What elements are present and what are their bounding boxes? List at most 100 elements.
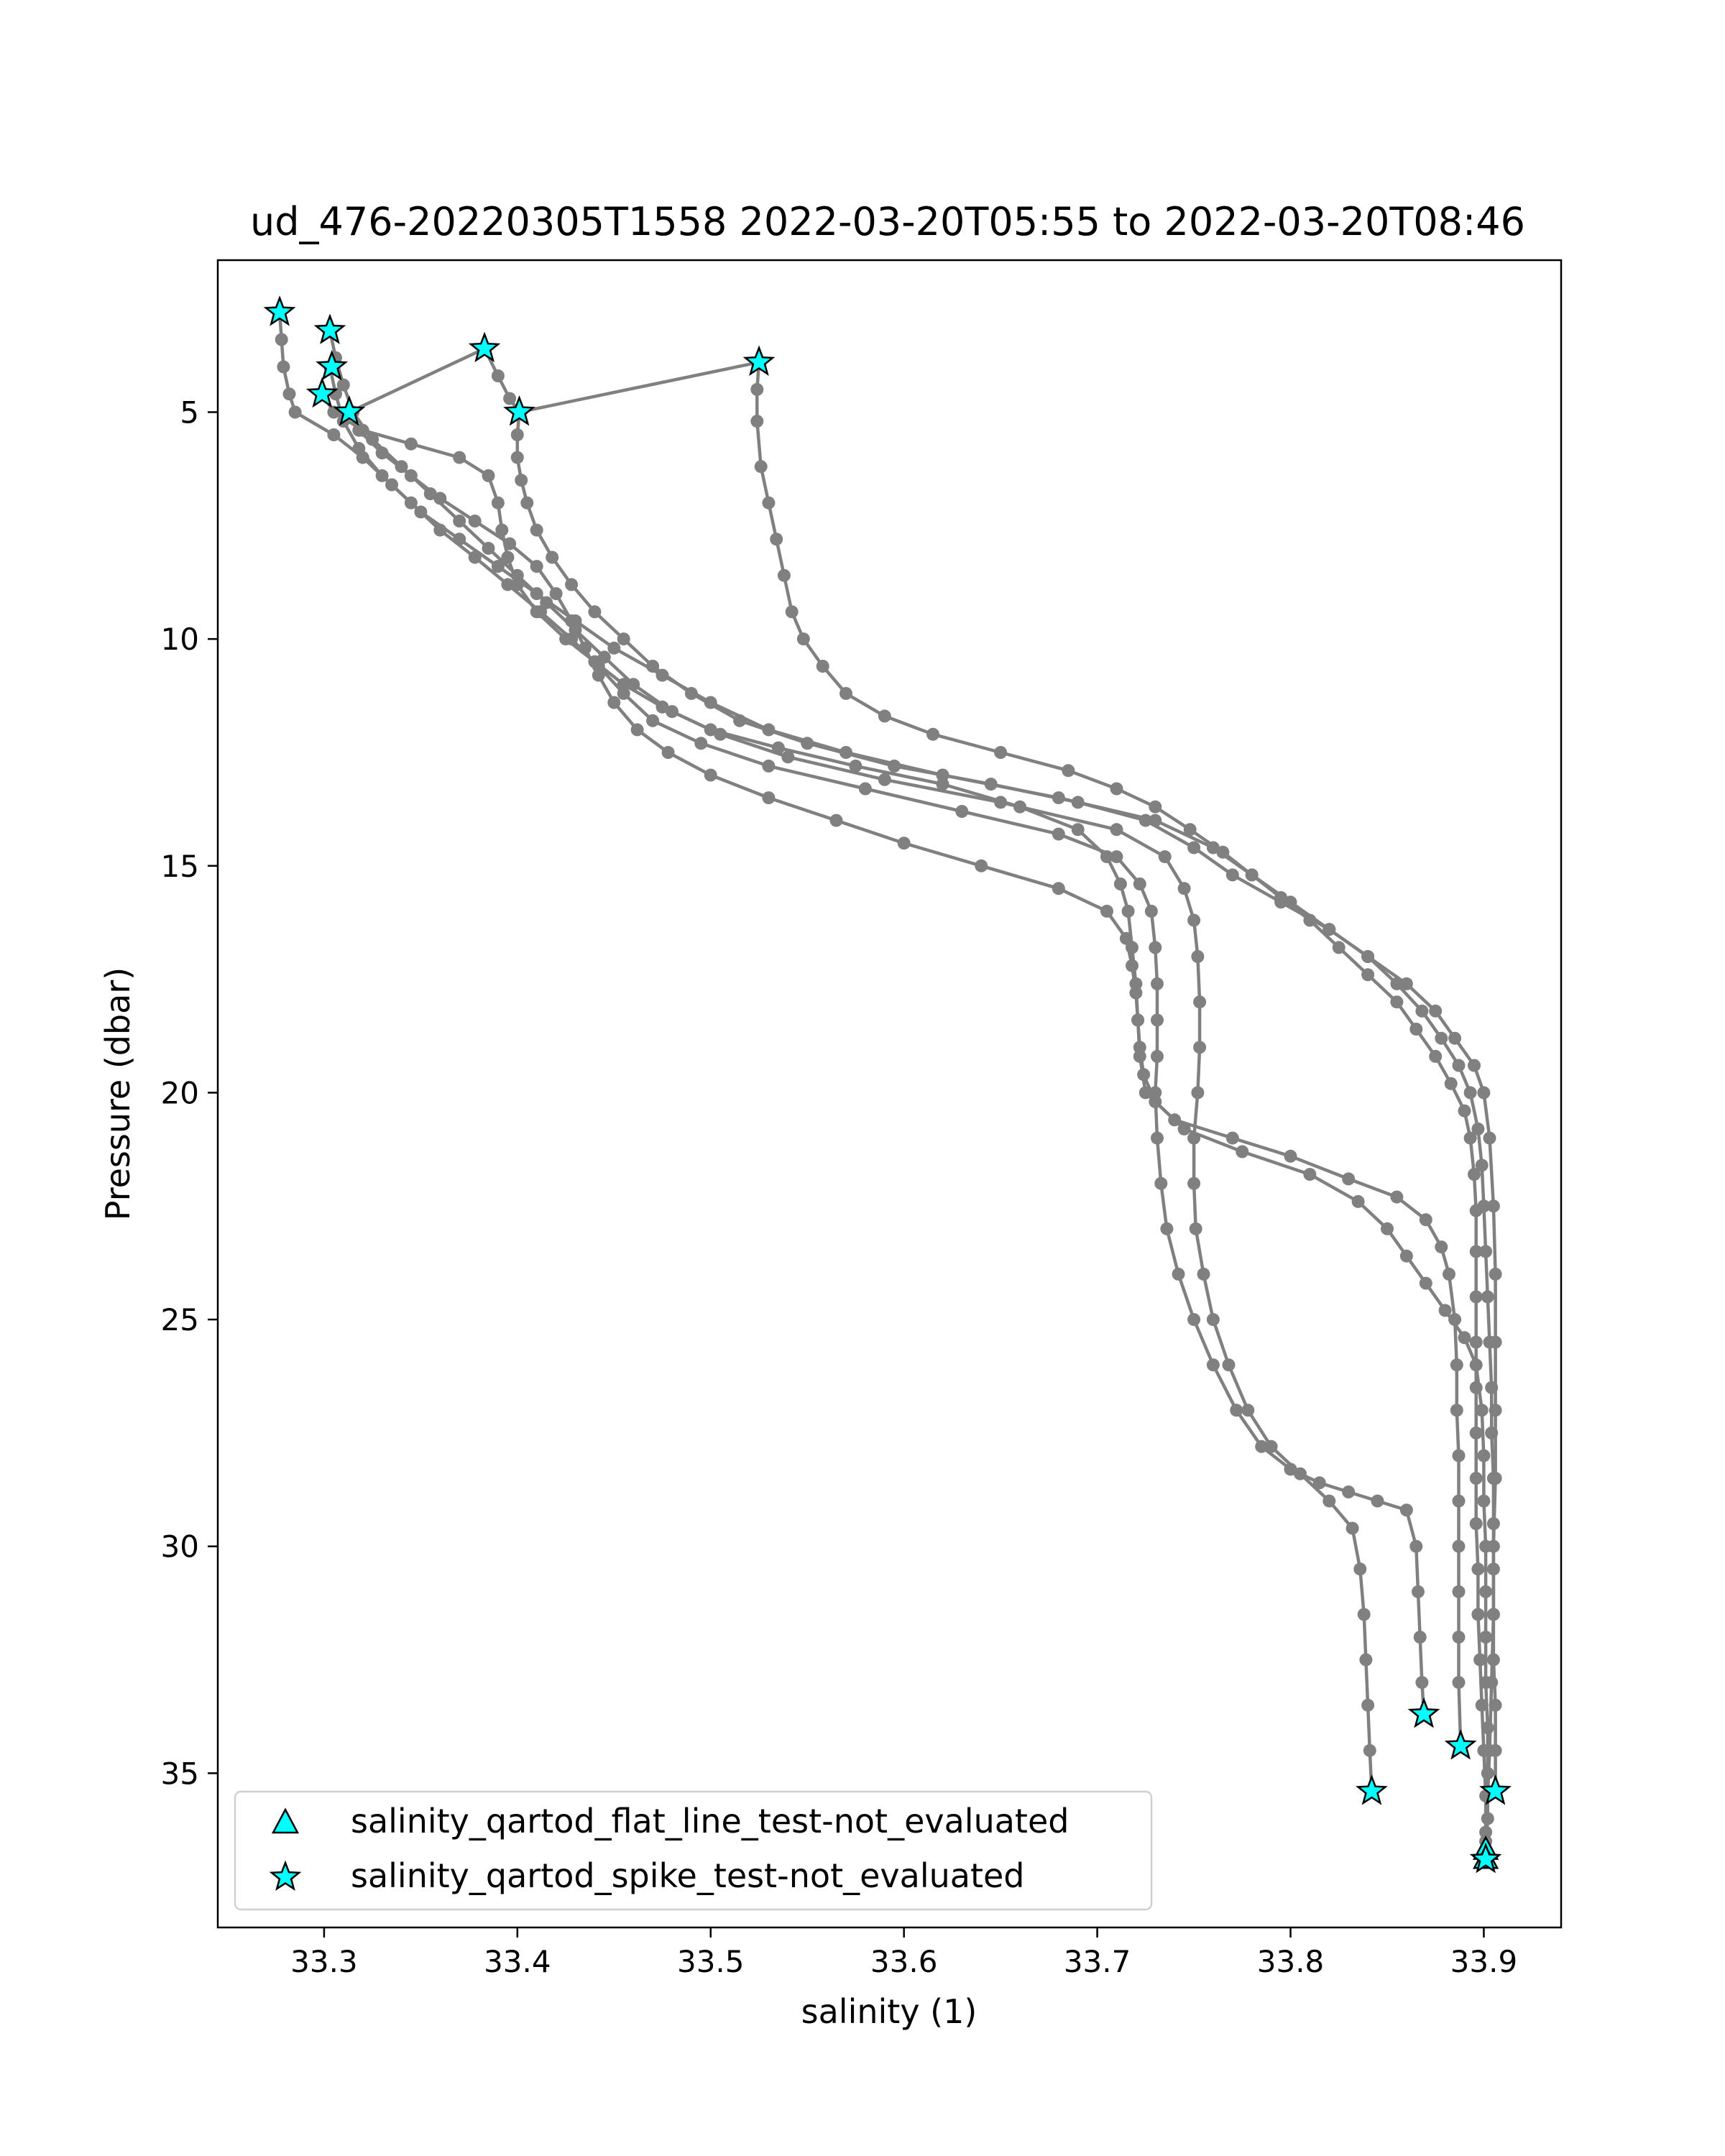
- profile-point: [770, 533, 783, 546]
- profile-point: [1371, 1494, 1384, 1508]
- profile-point: [433, 492, 447, 505]
- profile-point: [1206, 1313, 1220, 1327]
- profile-point: [549, 587, 563, 600]
- profile-point: [1469, 1335, 1483, 1349]
- profile-point: [1479, 1585, 1493, 1598]
- profile-point: [453, 533, 466, 546]
- profile-point: [501, 550, 515, 564]
- profile-point: [1236, 1145, 1249, 1158]
- profile-point: [1110, 782, 1123, 796]
- profile-point: [1468, 1168, 1481, 1181]
- profile-point: [1332, 941, 1346, 954]
- profile-point: [1415, 1004, 1429, 1018]
- profile-point: [1113, 877, 1127, 890]
- profile-point: [1110, 850, 1123, 864]
- profile-point: [1361, 1698, 1375, 1712]
- profile-point: [777, 568, 791, 582]
- spike-flag-marker: [503, 395, 535, 426]
- profile-point: [607, 641, 621, 655]
- profile-point: [1429, 1004, 1443, 1018]
- profile-point: [352, 442, 366, 455]
- profile-point: [1138, 814, 1152, 827]
- profile-point: [1183, 823, 1197, 837]
- profile-point: [617, 678, 630, 691]
- profile-point: [1469, 1204, 1483, 1217]
- spike-flag-marker: [468, 331, 501, 363]
- profile-point: [1206, 841, 1220, 854]
- y-tick-label: 25: [161, 1302, 199, 1337]
- profile-point: [468, 550, 482, 564]
- legend: salinity_qartod_flat_line_test-not_evalu…: [234, 1790, 1153, 1911]
- profile-point: [750, 415, 764, 428]
- profile-point: [1284, 895, 1297, 909]
- profile-point: [1479, 1245, 1493, 1258]
- profile-point: [404, 496, 418, 510]
- profile-point: [704, 723, 717, 737]
- profile-point: [1481, 1766, 1494, 1780]
- profile-point: [1477, 1494, 1491, 1508]
- profile-point: [1469, 1517, 1483, 1531]
- profile-point: [936, 768, 949, 782]
- profile-point: [617, 686, 630, 700]
- profile-point: [1469, 1381, 1483, 1394]
- profile-point: [1187, 841, 1201, 854]
- profile-point: [491, 560, 505, 573]
- profile-point: [1100, 904, 1113, 918]
- profile-point: [1013, 800, 1026, 814]
- profile-point: [1468, 1059, 1481, 1072]
- profile-point: [1452, 1631, 1466, 1644]
- profile-point: [1486, 1608, 1500, 1621]
- y-axis-label: Pressure (dbar): [98, 967, 137, 1220]
- profile-point: [1160, 1222, 1174, 1235]
- profile-point: [1133, 1049, 1146, 1063]
- profile-point: [1144, 904, 1158, 918]
- profile-point: [1479, 1825, 1493, 1839]
- spike-flag-marker: [333, 395, 366, 426]
- y-tick-label: 10: [161, 622, 199, 657]
- profile-point: [1412, 1585, 1425, 1598]
- profile-point: [352, 423, 366, 437]
- profile-point: [1359, 1653, 1373, 1667]
- profile-point: [501, 578, 515, 591]
- profile-point: [1138, 1086, 1152, 1100]
- profile-point: [1481, 1721, 1494, 1735]
- profile-point: [762, 496, 776, 510]
- profile-point: [1149, 800, 1162, 814]
- profile-point: [762, 791, 776, 805]
- profile-point: [704, 768, 717, 782]
- profile-point: [404, 437, 418, 451]
- profile-point: [1471, 1608, 1485, 1621]
- profile-point: [1303, 913, 1317, 927]
- profile-point: [282, 387, 296, 401]
- profile-point: [1151, 1013, 1164, 1027]
- profile-point: [1475, 1698, 1489, 1712]
- profile-point: [1452, 1676, 1466, 1690]
- profile-point: [1151, 977, 1164, 990]
- profile-point: [1274, 891, 1288, 904]
- profile-point: [1435, 1240, 1448, 1254]
- profile-point: [801, 737, 814, 750]
- profile-point: [771, 741, 785, 755]
- profile-point: [1489, 1404, 1502, 1417]
- x-tick-label: 33.5: [677, 1944, 745, 1979]
- profile-point: [1489, 1743, 1502, 1757]
- profile-point: [1463, 1131, 1477, 1145]
- profile-point: [1191, 1086, 1205, 1100]
- profile-point: [1469, 1245, 1483, 1258]
- qartod-flag-markers: [263, 295, 1512, 1874]
- profile-point: [404, 469, 418, 482]
- profile-point: [1415, 1676, 1429, 1690]
- profile-point: [1409, 1539, 1423, 1553]
- profile-point: [1361, 968, 1375, 982]
- profile-connector-2: [519, 360, 760, 414]
- spike-flag-marker: [1469, 1842, 1502, 1874]
- profile-point: [1486, 1562, 1500, 1576]
- profile-point: [453, 451, 466, 464]
- y-axis: 5 10 15 20 25 30 35: [161, 395, 218, 1791]
- profile-point: [530, 587, 543, 600]
- profile-point: [1399, 1503, 1413, 1517]
- profile-point: [1477, 1449, 1491, 1462]
- profile-point: [714, 727, 727, 741]
- profile-point: [565, 578, 579, 591]
- profile-point: [975, 859, 988, 872]
